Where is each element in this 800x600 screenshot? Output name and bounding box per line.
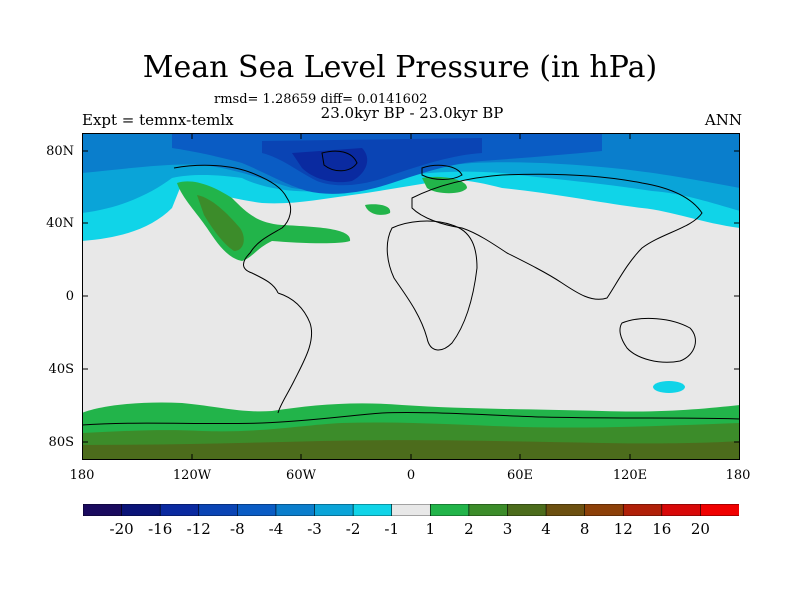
lat-label-40n: 40N — [46, 216, 74, 231]
colorbar-swatch — [468, 504, 509, 516]
colorbar-swatch — [584, 504, 625, 516]
coast-south-america — [277, 292, 313, 414]
low-weak-southern-ocean — [653, 381, 685, 393]
lat-label-0: 0 — [65, 289, 74, 304]
colorbar-swatch — [661, 504, 702, 516]
colorbar-label: -1 — [384, 520, 400, 538]
colorbar-swatch — [198, 504, 239, 516]
low-deep-north — [292, 148, 368, 183]
colorbar-label: -16 — [148, 520, 173, 538]
lon-label-60w: 60W — [286, 468, 316, 483]
colorbar-swatch — [275, 504, 316, 516]
colorbar-swatch — [352, 504, 393, 516]
lat-label-80n: 80N — [46, 144, 74, 159]
lon-label-60e: 60E — [506, 468, 534, 483]
high-weak-namerica — [177, 181, 351, 261]
colorbar-swatch — [622, 504, 663, 516]
axis-ticks — [82, 133, 740, 460]
colorbar-label: -2 — [345, 520, 361, 538]
colorbar-label: -3 — [307, 520, 322, 538]
colorbar-label: -12 — [186, 520, 211, 538]
map-panel — [81, 133, 741, 460]
colorbar-label: 20 — [690, 520, 710, 538]
colorbar-label: -4 — [268, 520, 284, 538]
colorbar-swatch — [391, 504, 432, 516]
colorbar-label: 12 — [613, 520, 633, 538]
pressure-map — [81, 133, 741, 460]
coast-antarctica — [81, 411, 741, 426]
period-label: 23.0kyr BP - 23.0kyr BP — [320, 104, 504, 122]
colorbar-swatch — [429, 504, 470, 516]
season-label: ANN — [704, 111, 742, 129]
page-title: Mean Sea Level Pressure (in hPa) — [142, 50, 658, 85]
lon-label-180e: 180 — [725, 468, 751, 483]
colorbar-swatch — [314, 504, 354, 516]
colorbar-swatch — [159, 504, 200, 516]
colorbar-label: 1 — [425, 520, 436, 538]
colorbar-swatch — [507, 504, 547, 516]
stats-label: rmsd= 1.28659 diff= 0.0141602 — [214, 92, 428, 107]
colorbar-label: 16 — [652, 520, 672, 538]
coast-australia — [619, 318, 696, 363]
colorbar — [83, 504, 739, 516]
high-strong-south — [82, 440, 740, 460]
coast-greenland — [321, 150, 358, 172]
experiment-label: Expt = temnx-temlx — [82, 111, 234, 129]
colorbar-label: 3 — [502, 520, 513, 538]
coast-scandinavia — [421, 164, 463, 180]
colorbar-label: 8 — [579, 520, 590, 538]
colorbar-label: -20 — [109, 520, 134, 538]
coastlines — [81, 150, 741, 426]
lon-label-120e: 120E — [612, 468, 648, 483]
lon-label-120w: 120W — [172, 468, 212, 483]
high-weak-midatlantic — [365, 204, 391, 215]
lat-label-40s: 40S — [48, 362, 74, 377]
lon-label-180w: 180 — [69, 468, 95, 483]
lat-label-80s: 80S — [48, 435, 74, 450]
colorbar-swatch — [545, 504, 586, 516]
colorbar-label: -8 — [230, 520, 245, 538]
coast-africa — [386, 220, 478, 351]
lon-label-0: 0 — [406, 468, 416, 483]
colorbar-swatch — [83, 504, 123, 516]
colorbar-swatch — [121, 504, 161, 516]
colorbar-label: 2 — [464, 520, 474, 538]
colorbar-swatch — [237, 504, 277, 516]
coast-eurasia — [411, 173, 703, 300]
coast-north-america — [173, 164, 292, 294]
colorbar-swatch — [700, 504, 739, 516]
colorbar-label: 4 — [541, 520, 551, 538]
high-mid-namerica — [197, 195, 244, 251]
